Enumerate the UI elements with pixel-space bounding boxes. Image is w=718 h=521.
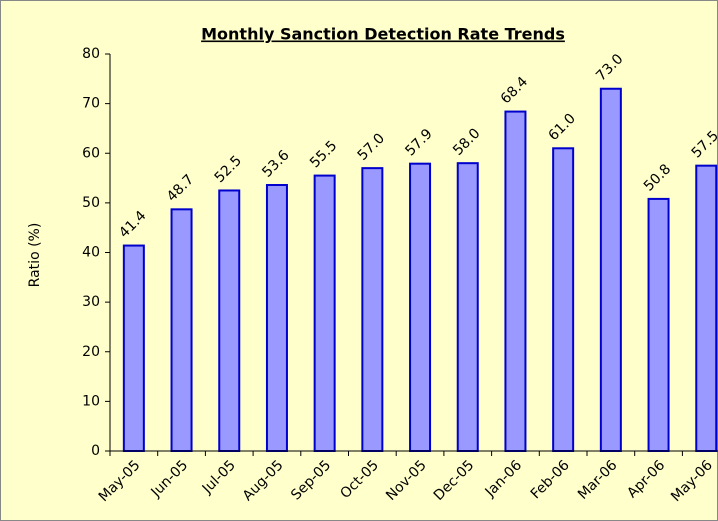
y-tick-label: 80 [82, 46, 100, 62]
y-tick-label: 50 [82, 195, 100, 211]
y-tick-label: 10 [82, 393, 100, 409]
bar [265, 184, 288, 452]
chart-title: Monthly Sanction Detection Rate Trends [201, 25, 565, 44]
y-tick-label: 0 [91, 443, 100, 459]
y-tick-label: 70 [82, 96, 100, 112]
bar [647, 197, 670, 452]
y-tick-label: 30 [82, 294, 100, 310]
bar [122, 244, 145, 452]
bar [504, 110, 527, 452]
bar [313, 174, 336, 453]
y-tick-label: 20 [82, 344, 100, 360]
bar [409, 162, 432, 452]
y-axis-label: Ratio (%) [27, 223, 43, 288]
y-tick-label: 60 [82, 145, 100, 161]
bar [552, 147, 575, 452]
bar [599, 87, 622, 453]
bar [170, 208, 193, 452]
bar [456, 162, 479, 453]
bar [218, 189, 241, 452]
bar [361, 167, 384, 452]
bar [695, 164, 718, 452]
y-tick-label: 40 [82, 245, 100, 261]
